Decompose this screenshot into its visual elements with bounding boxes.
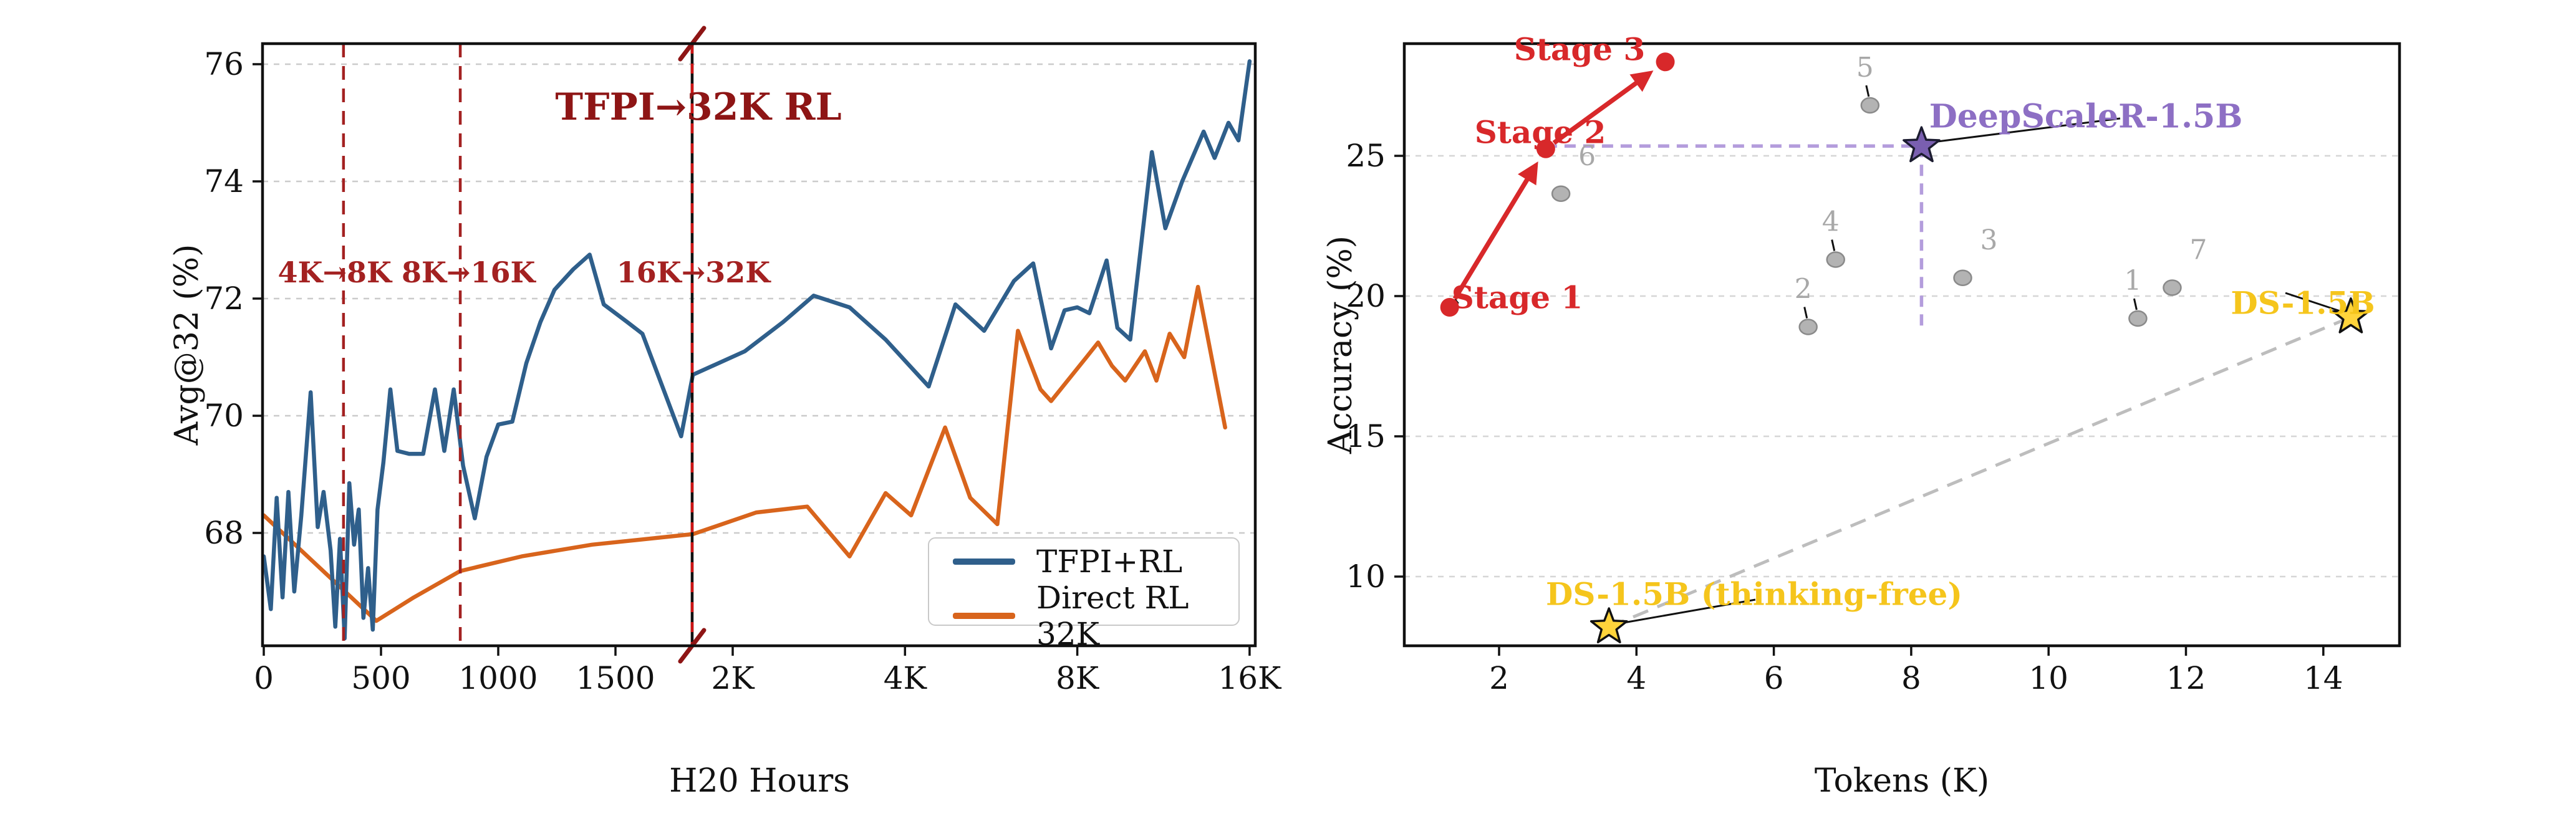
baseline-point-3: [1953, 269, 1972, 286]
tfpi-line-swatch: [953, 559, 1015, 565]
x-tick-label: 2: [1489, 660, 1509, 696]
x-tick-label: 0: [254, 660, 274, 696]
annotation-leader-line: [1546, 128, 1550, 141]
y-tick-label: 15: [1346, 418, 1386, 454]
x-tick-label: 500: [351, 660, 410, 696]
annotation-leader-line: [1931, 117, 2121, 143]
legend-item-direct-rl: Direct RL 32K: [953, 580, 1238, 652]
stage-arrow: [1452, 161, 1538, 300]
left-chart-title: TFPI→32K RL: [555, 85, 842, 129]
y-tick-label: 25: [1346, 138, 1386, 174]
baseline-point-number: 5: [1856, 52, 1874, 84]
x-tick-label: 1000: [458, 660, 538, 696]
x-tick-label: 8: [1901, 660, 1921, 696]
baseline-point-number: 3: [1980, 224, 1998, 256]
baseline-point-2: [1798, 319, 1818, 335]
transition-annotation-4k-16k: 4K→8K 8K→16K: [277, 256, 536, 289]
baseline-point-1: [2128, 310, 2148, 327]
transition-annotation-16k-32k: 16K→32K: [616, 256, 771, 289]
star-icon-ds-1-5b-thinking-free-: [1589, 607, 1628, 644]
ds-thinking-free-label: DS-1.5B (thinking-free): [1546, 575, 1962, 613]
x-tick-label: 16K: [1218, 660, 1282, 696]
y-tick-label: 10: [1346, 559, 1386, 595]
x-tick-label: 10: [2028, 660, 2068, 696]
baseline-point-4: [1826, 251, 1845, 268]
x-tick-label: 2K: [711, 660, 755, 696]
point-leader-line: [1865, 85, 1870, 97]
legend-item-tfpi-rl: TFPI+RL: [953, 544, 1238, 580]
stage-2-label: Stage 2: [1474, 113, 1606, 151]
stage-arrow: [1552, 70, 1654, 145]
x-tick-label: 1500: [576, 660, 655, 696]
left-plot-border: [261, 42, 1257, 648]
y-tick-label: 20: [1346, 278, 1386, 314]
right-plot-border: [1402, 42, 2401, 648]
y-tick-label: 76: [204, 46, 244, 82]
baseline-point-number: 2: [1795, 274, 1812, 305]
x-tick-label: 8K: [1056, 660, 1100, 696]
ds-1-5b-label: DS-1.5B: [2231, 284, 2375, 322]
gray-reference-dashed-line: [1608, 315, 2352, 629]
x-tick-label: 12: [2166, 660, 2206, 696]
left-y-axis-label: Avg@32 (%): [168, 244, 206, 446]
baseline-point-number: 6: [1578, 140, 1596, 172]
baseline-point-number: 1: [2124, 265, 2141, 297]
baseline-point-number: 4: [1822, 206, 1840, 238]
star-icon-deepscaler-1-5b: [1903, 126, 1941, 163]
annotation-leader-line: [2285, 292, 2340, 312]
x-tick-label: 4K: [884, 660, 928, 696]
tfpi-rl-line: [261, 59, 1252, 641]
baseline-point-6: [1551, 185, 1571, 202]
y-tick-label: 74: [204, 163, 244, 199]
deepscaler-label: DeepScaleR-1.5B: [1929, 97, 2243, 136]
stage-1-label: Stage 1: [1451, 279, 1583, 316]
x-tick-label: 4: [1626, 660, 1646, 696]
left-x-axis-label: H20 Hours: [669, 762, 850, 800]
legend-label: TFPI+RL: [1036, 544, 1183, 580]
stage-2-point: [1536, 139, 1555, 158]
y-tick-label: 68: [204, 515, 244, 551]
y-tick-label: 72: [204, 280, 244, 317]
legend: TFPI+RL Direct RL 32K: [928, 537, 1240, 652]
annotation-leader-line: [1619, 598, 1756, 625]
stage-3-point: [1656, 52, 1675, 72]
legend-label: Direct RL 32K: [1036, 580, 1189, 652]
point-leader-line: [1803, 307, 1808, 319]
baseline-point-7: [2163, 279, 2182, 296]
y-tick-label: 70: [204, 398, 244, 434]
baseline-point-number: 7: [2189, 234, 2207, 266]
star-icon-ds-1-5b: [2332, 297, 2370, 333]
baseline-point-5: [1860, 97, 1880, 114]
x-tick-label: 6: [1764, 660, 1784, 696]
stage-1-point: [1440, 298, 1459, 317]
x-tick-label: 14: [2303, 660, 2343, 696]
direct-rl-line: [261, 284, 1227, 623]
direct-rl-line-swatch: [953, 613, 1015, 619]
stage-3-label: Stage 3: [1513, 31, 1646, 68]
right-x-axis-label: Tokens (K): [1814, 762, 1990, 800]
point-leader-line: [1831, 239, 1836, 251]
right-y-axis-label: Accuracy (%): [1322, 235, 1359, 454]
point-leader-line: [2133, 298, 2138, 310]
